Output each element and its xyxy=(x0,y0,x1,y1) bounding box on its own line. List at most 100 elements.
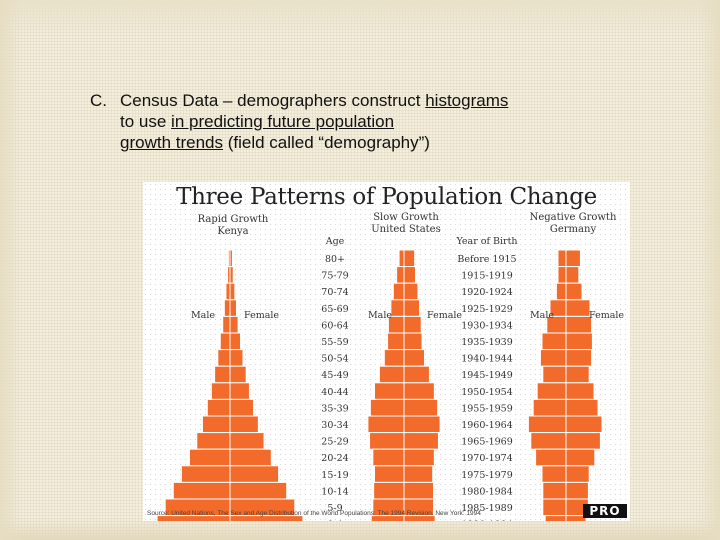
bar-male-0-10 xyxy=(201,415,231,434)
bar-male-1-1 xyxy=(396,266,405,284)
bar-male-1-13 xyxy=(373,465,405,483)
bar-female-2-7 xyxy=(565,365,590,384)
bar-female-1-16 xyxy=(403,515,436,521)
bullet-text-block: C. Census Data – demographers construct … xyxy=(90,90,610,153)
age-label-13: 15-19 xyxy=(321,470,348,481)
bar-female-1-8 xyxy=(403,382,435,400)
bar-male-0-16 xyxy=(156,515,231,521)
bar-male-1-9 xyxy=(369,398,405,417)
panel-country-germany: Germany xyxy=(549,224,597,235)
bar-male-1-12 xyxy=(372,448,405,467)
year-label-9: 1955-1959 xyxy=(461,403,513,414)
bar-female-2-8 xyxy=(565,382,595,400)
bar-male-2-5 xyxy=(541,332,567,351)
bar-male-2-16 xyxy=(544,515,567,521)
age-label-6: 50-54 xyxy=(321,354,348,365)
age-label-3: 65-69 xyxy=(321,304,348,315)
bar-male-0-2 xyxy=(225,282,231,301)
age-label-16: 0-4 xyxy=(327,520,342,521)
bar-male-0-9 xyxy=(206,398,231,417)
age-label-12: 20-24 xyxy=(321,453,348,464)
bar-male-1-5 xyxy=(387,332,405,351)
figure-title: Three Patterns of Population Change xyxy=(176,184,597,210)
bar-male-0-11 xyxy=(196,432,231,450)
bar-female-0-12 xyxy=(229,448,272,467)
bar-female-0-0 xyxy=(229,249,233,268)
bar-male-1-16 xyxy=(370,515,405,521)
male-label-1: Male xyxy=(368,310,392,321)
bar-female-1-7 xyxy=(403,365,430,384)
bar-male-2-11 xyxy=(530,432,567,450)
bar-male-2-1 xyxy=(557,266,567,284)
slide-frame-left xyxy=(0,0,22,540)
male-label-0: Male xyxy=(191,310,215,321)
panel-name-kenya: Rapid Growth xyxy=(197,214,269,225)
bar-female-1-1 xyxy=(403,266,416,284)
year-label-12: 1970-1974 xyxy=(461,453,513,464)
age-label-8: 40-44 xyxy=(321,387,348,398)
bar-male-0-14 xyxy=(172,481,231,500)
year-label-10: 1960-1964 xyxy=(461,420,513,431)
line3-plain: (field called “demography”) xyxy=(223,133,430,152)
bar-male-1-6 xyxy=(383,349,405,367)
bar-female-0-3 xyxy=(229,299,237,317)
bar-female-2-5 xyxy=(565,332,593,351)
bar-male-0-7 xyxy=(214,365,231,384)
bar-male-1-2 xyxy=(392,282,405,301)
bar-female-1-11 xyxy=(403,432,439,450)
bar-female-2-10 xyxy=(565,415,603,434)
bar-male-2-14 xyxy=(542,481,567,500)
bar-female-0-5 xyxy=(229,332,242,351)
bar-male-0-13 xyxy=(180,465,231,483)
year-label-3: 1925-1929 xyxy=(461,304,513,315)
bar-female-1-3 xyxy=(403,299,421,317)
panel-name-us: Slow Growth xyxy=(373,212,439,223)
line3-underlined: growth trends xyxy=(120,133,223,152)
panel-country-kenya: Kenya xyxy=(217,226,249,237)
bar-male-2-7 xyxy=(542,365,567,384)
slide-frame-bottom xyxy=(0,518,720,540)
panel-label-us: Slow Growth United States xyxy=(346,212,466,236)
bar-female-0-1 xyxy=(229,266,234,284)
year-label-7: 1945-1949 xyxy=(461,370,513,381)
bullet-letter: C. xyxy=(90,91,107,110)
male-label-2: Male xyxy=(530,310,554,321)
bullet-body: Census Data – demographers construct his… xyxy=(120,90,610,153)
line2-underlined: in predicting future population xyxy=(171,112,395,131)
panel-name-germany: Negative Growth xyxy=(529,212,617,223)
year-label-8: 1950-1954 xyxy=(461,387,513,398)
bar-male-1-0 xyxy=(398,249,405,268)
publisher-logo: PRO xyxy=(583,504,627,518)
bar-female-2-6 xyxy=(565,349,593,367)
bar-male-2-12 xyxy=(535,448,567,467)
year-label-2: 1920-1924 xyxy=(461,287,513,298)
bar-female-1-12 xyxy=(403,448,435,467)
panel-country-us: United States xyxy=(371,224,441,235)
age-label-2: 70-74 xyxy=(321,287,348,298)
bar-male-0-4 xyxy=(222,315,231,334)
bar-female-1-9 xyxy=(403,398,439,417)
age-label-9: 35-39 xyxy=(321,403,348,414)
age-header: Age xyxy=(325,236,345,247)
bar-female-0-2 xyxy=(229,282,236,301)
year-label-1: 1915-1919 xyxy=(461,271,513,282)
age-label-1: 75-79 xyxy=(321,271,348,282)
bar-male-2-13 xyxy=(541,465,567,483)
female-label-1: Female xyxy=(427,310,462,321)
slide-frame-right xyxy=(698,0,720,540)
bar-male-1-10 xyxy=(367,415,405,434)
slide-frame-top xyxy=(0,0,720,34)
year-label-5: 1935-1939 xyxy=(461,337,513,348)
bar-female-2-3 xyxy=(565,299,591,317)
bar-female-2-16 xyxy=(565,515,587,521)
bar-male-0-12 xyxy=(189,448,231,467)
bar-female-0-6 xyxy=(229,349,244,367)
year-header: Year of Birth xyxy=(455,236,517,247)
bar-male-2-6 xyxy=(539,349,567,367)
year-label-13: 1975-1979 xyxy=(461,470,513,481)
age-label-7: 45-49 xyxy=(321,370,348,381)
bar-female-1-4 xyxy=(403,315,422,334)
bar-male-1-3 xyxy=(390,299,405,317)
bar-male-0-8 xyxy=(210,382,231,400)
bar-male-2-2 xyxy=(555,282,567,301)
